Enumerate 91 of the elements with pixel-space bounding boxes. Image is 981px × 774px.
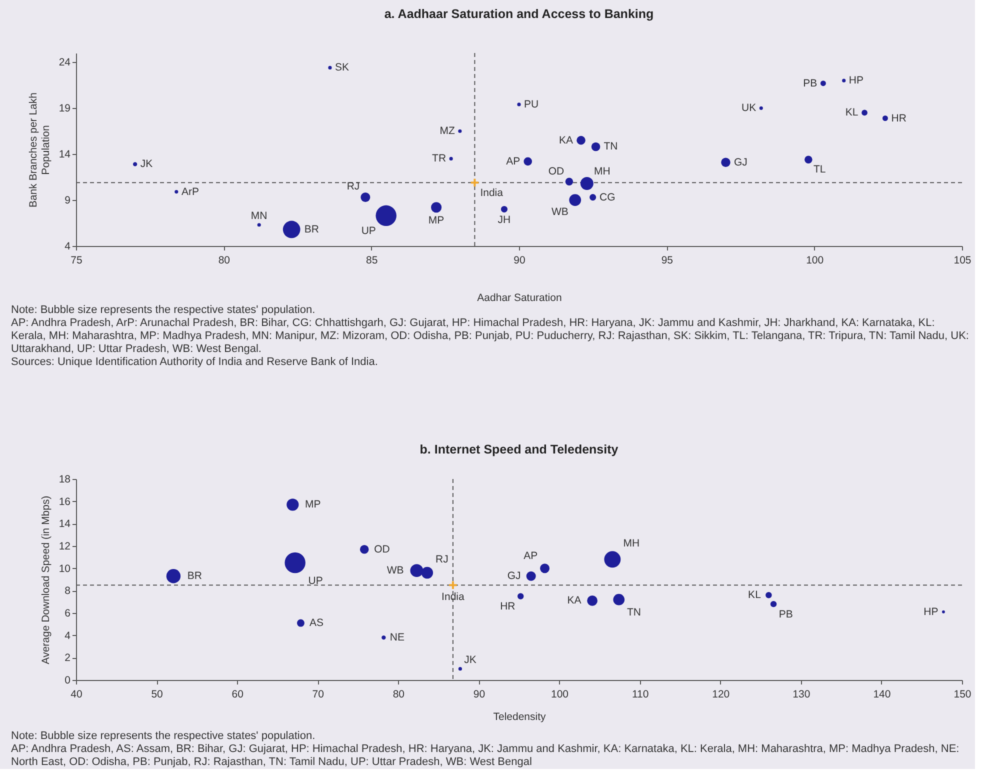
series-label: PB [778, 608, 793, 620]
series-label: UP [361, 224, 376, 237]
x-tick-label: 75 [70, 254, 82, 266]
series-label: RJ [435, 553, 448, 566]
series-label: MP [304, 498, 321, 511]
series-label: India [480, 187, 504, 200]
x-tick-label: 100 [551, 688, 569, 700]
y-tick-label: 6 [64, 608, 71, 620]
series-label: OD [548, 166, 565, 178]
series-label: MH [594, 165, 610, 178]
series-label: GJ [507, 570, 521, 582]
series-label: India [442, 591, 464, 604]
series-label: TL [813, 164, 826, 176]
source-note: Sources: Unique Identification Authority of India and Reserve Bank of India. [11, 356, 378, 368]
y-tick-label: 14 [58, 518, 71, 530]
series-label: JK [464, 654, 476, 666]
series-label: JH [498, 214, 511, 226]
y-tick-label: 10 [58, 562, 71, 575]
x-axis-title: Aadhar Saturation [477, 292, 562, 304]
series-label: AS [309, 617, 324, 630]
series-label: BR [304, 223, 320, 236]
x-tick-label: 110 [632, 688, 649, 700]
x-tick-label: 80 [392, 688, 405, 700]
series-label: PB [803, 77, 818, 90]
y-tick-label: 2 [64, 652, 71, 664]
y-tick-label: 9 [64, 194, 71, 207]
x-axis-title: Teledensity [493, 711, 547, 723]
series-label: AP [524, 550, 538, 562]
x-tick-label: 100 [806, 254, 824, 266]
series-label: UK [742, 102, 756, 114]
series-label: MP [428, 214, 444, 226]
series-label: GJ [734, 156, 748, 168]
text: Note: Bubble size represents the respective states' population. [11, 304, 316, 316]
series-label: RJ [346, 180, 360, 193]
text: AP: Andhra Pradesh, ArP: Arunachal Pradesh, BR: Bihar, CG: Chhattishgarh, GJ: Gujarat, HP: Himachal Pradesh, HR: Haryana, JK: Jammu and Kashmir, JH: Jharkhand, KA: Karnataka, KL: Kerala, MH: Maharashtra, MP: Madhya Pradesh, MN: Manipur, MZ: Mizoram, OD: Odisha, PB: Punjab, PU: Puducherry, RJ: Rajasthan, SK: Sikkim, TL: Telangana, TR: Tripura, TN: Tamil Nadu, UK: Uttarakhand, UP: Uttar Pradesh, WB: West Bengal. [11, 317, 969, 355]
series-label: KA [559, 134, 574, 146]
series-label: OD [374, 543, 390, 556]
series-label: TN [604, 140, 618, 153]
y-tick-label: 19 [58, 102, 71, 115]
x-tick-label: 80 [218, 254, 230, 266]
series-label: WB [386, 564, 404, 577]
series-label: MH [623, 538, 640, 550]
x-tick-label: 140 [873, 688, 891, 700]
y-tick-label: 12 [58, 540, 71, 552]
series-label: HP [848, 74, 864, 87]
series-label: TR [432, 152, 446, 165]
x-tick-label: 90 [514, 254, 526, 266]
y-tick-label: 4 [64, 240, 71, 252]
series-label: JK [140, 158, 153, 170]
series-label: WB [551, 206, 568, 218]
x-tick-label: 70 [312, 688, 324, 700]
series-label: TN [626, 606, 641, 619]
y-tick-label: 16 [58, 496, 71, 508]
text: Note: Bubble size represents the respective states' population. [11, 730, 316, 742]
y-tick-label: 0 [64, 674, 71, 686]
y-tick-label: 24 [58, 56, 71, 69]
x-tick-label: 105 [954, 254, 972, 266]
y-tick-label: 18 [58, 474, 71, 486]
y-tick-label: 4 [64, 630, 71, 642]
y-axis-title: Bank Branches per Lakh Population [27, 92, 52, 208]
series-label: HP [924, 606, 938, 618]
series-label: BR [187, 570, 202, 582]
series-label: CG [600, 191, 616, 204]
series-label: KA [567, 594, 582, 607]
x-tick-label: 85 [366, 254, 378, 266]
series-label: AP [506, 155, 520, 168]
series-label: MZ [440, 125, 456, 138]
series-label: KL [748, 589, 762, 602]
series-label: HR [891, 112, 907, 124]
x-tick-label: 40 [70, 688, 82, 700]
x-tick-label: 90 [473, 688, 486, 700]
series-label: UP [308, 574, 323, 587]
y-tick-label: 14 [58, 148, 71, 161]
chart-title: b. Internet Speed and Teledensity [420, 442, 618, 456]
x-tick-label: 50 [151, 688, 164, 700]
series-label: PU [524, 98, 539, 110]
text: AP: Andhra Pradesh, AS: Assam, BR: Bihar, GJ: Gujarat, HP: Himachal Pradesh, HR: Haryana, JK: Jammu and Kashmir, KA: Karnataka, KL: Kerala, MH: Maharashtra, MP: Madhya Pradesh, NE: North East, OD: Odisha, PB: Punjab, RJ: Rajasthan, TN: Tamil Nadu, UP: Uttar Pradesh, WB: West Bengal [11, 743, 960, 768]
series-label: ArP [181, 186, 199, 198]
series-label: SK [335, 62, 350, 74]
x-tick-label: 60 [232, 688, 244, 700]
x-tick-label: 150 [954, 688, 972, 700]
x-tick-label: 120 [712, 688, 730, 700]
series-label: NE [390, 632, 404, 644]
series-label: KL [845, 106, 858, 119]
y-tick-label: 8 [64, 585, 71, 598]
x-tick-label: 130 [792, 688, 810, 700]
x-tick-label: 95 [661, 254, 674, 266]
y-axis-title: Average Download Speed (in Mbps) [40, 496, 52, 664]
chart-title: a. Aadhaar Saturation and Access to Banking [384, 7, 654, 21]
series-label: HR [500, 600, 516, 613]
series-label: MN [250, 210, 268, 222]
